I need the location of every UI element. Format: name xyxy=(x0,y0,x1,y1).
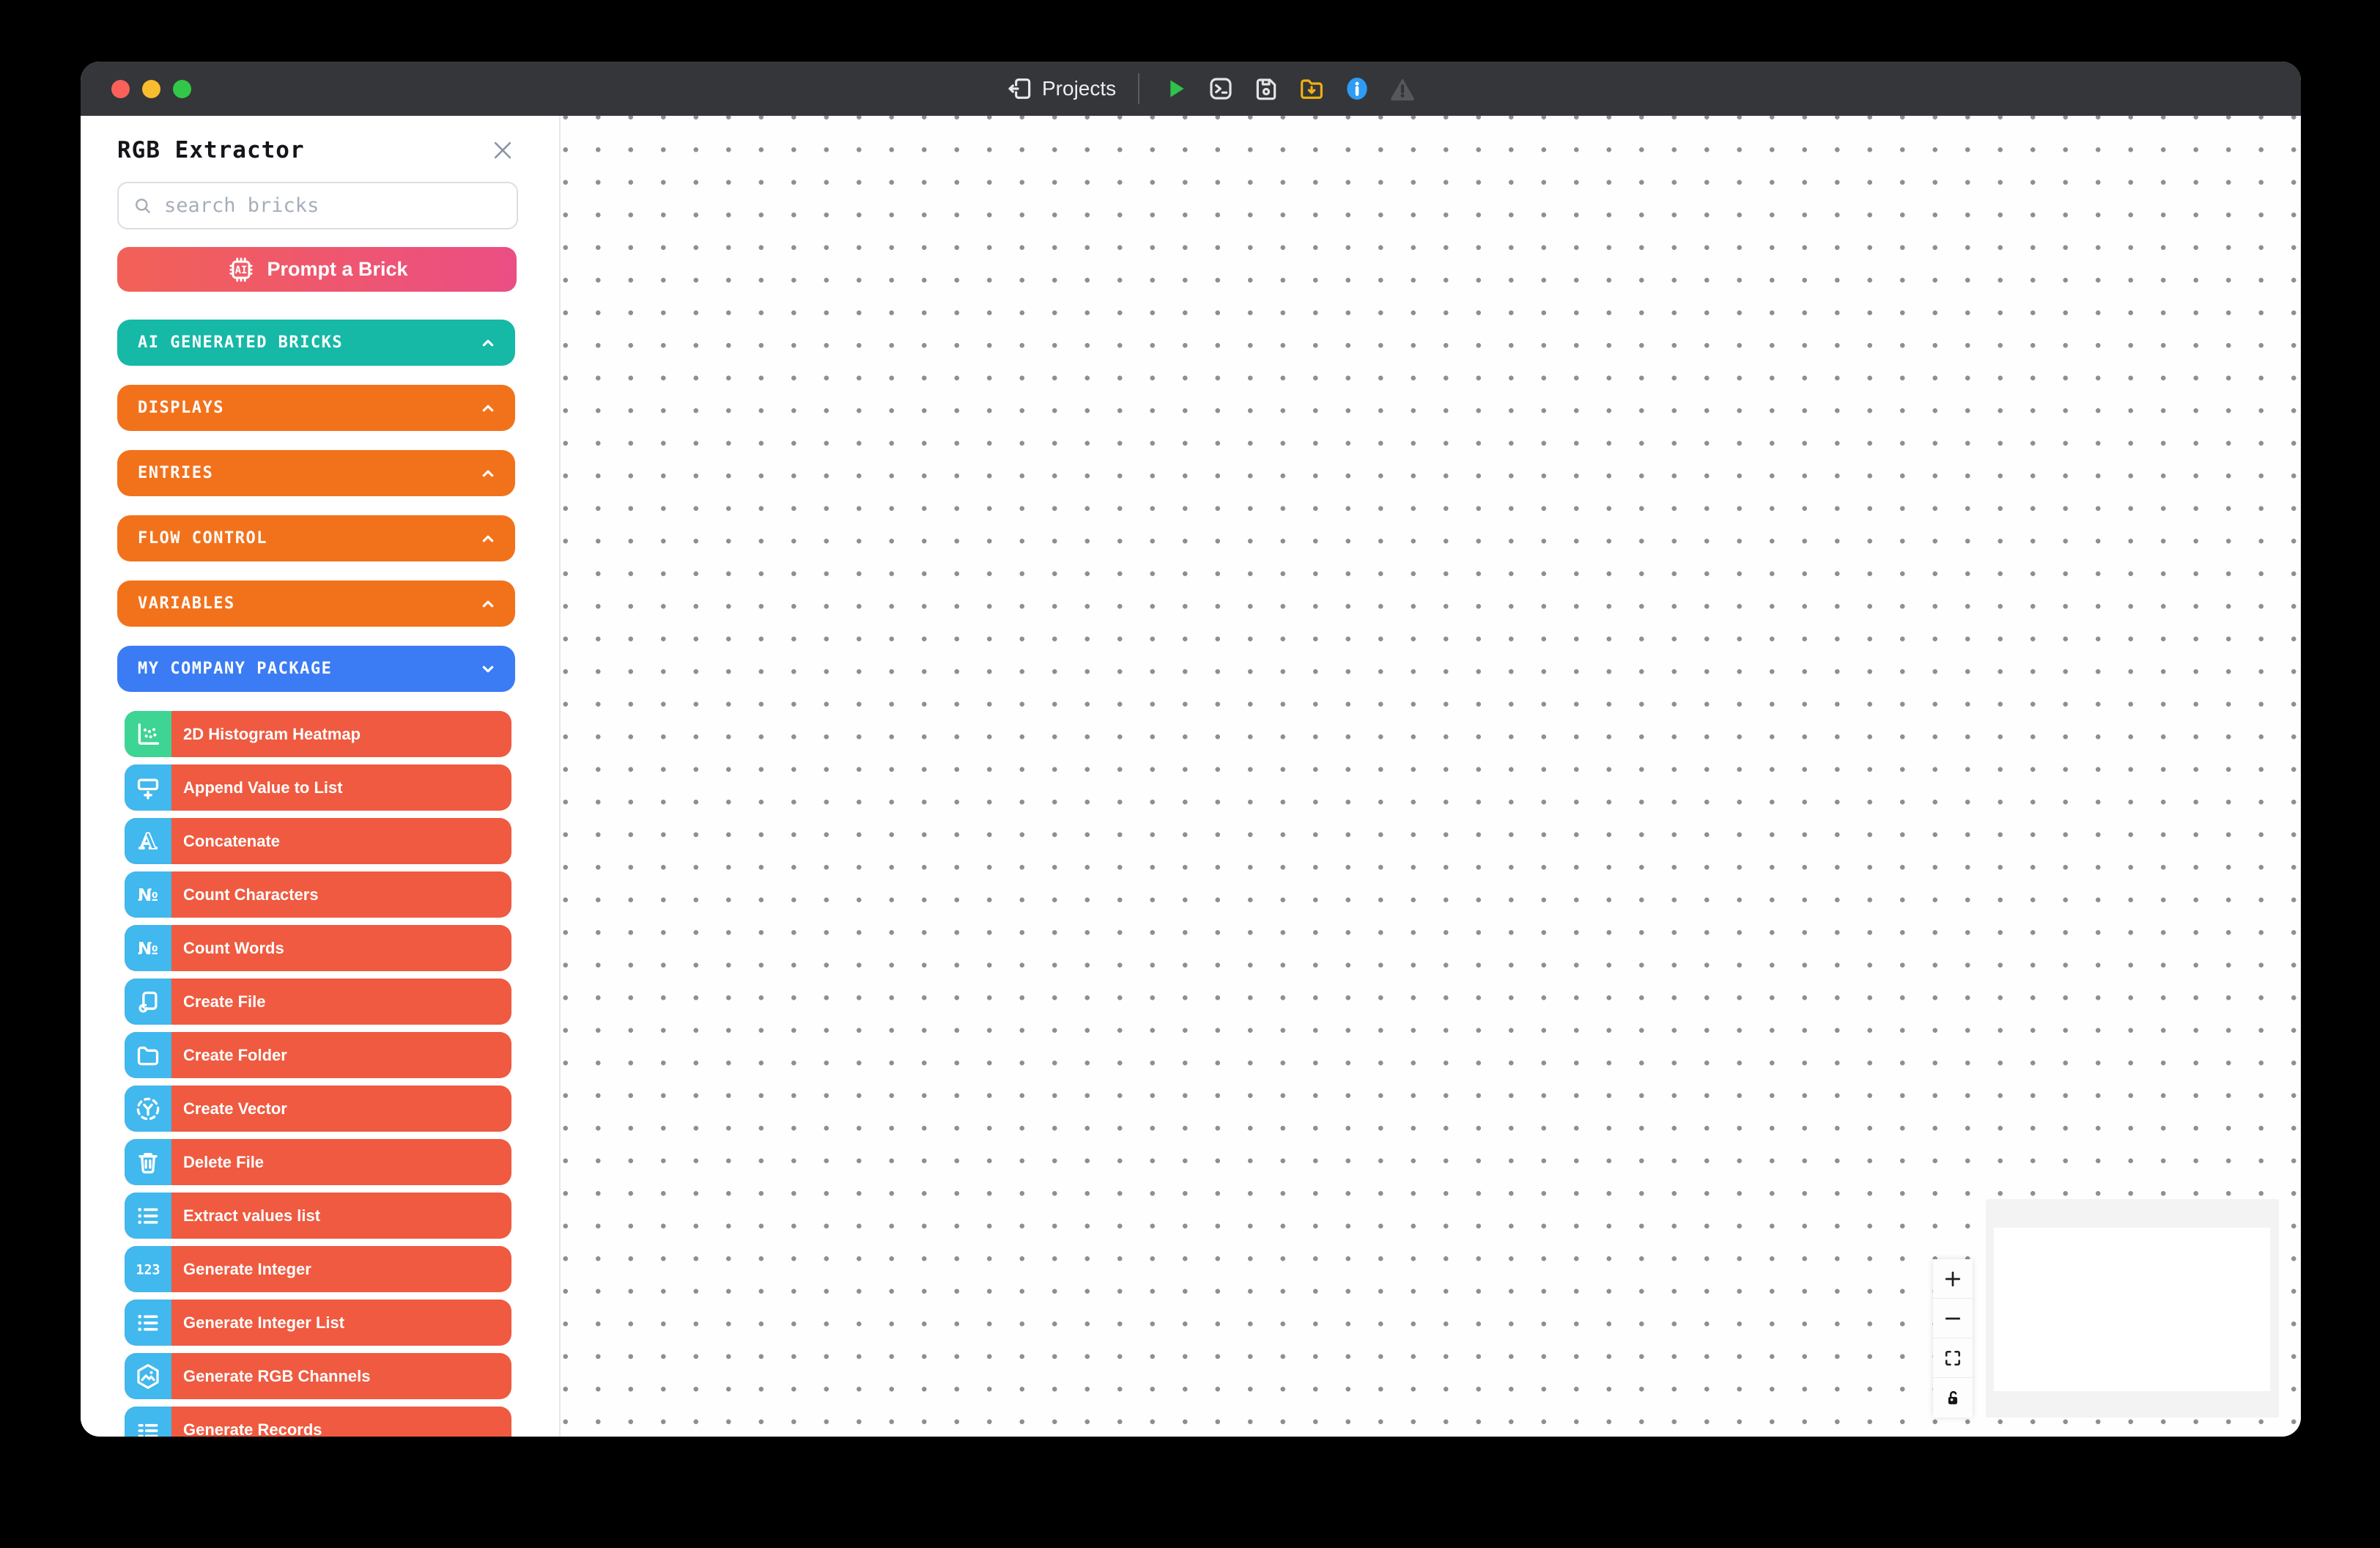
category-ai-generated-bricks[interactable]: AI GENERATED BRICKS xyxy=(117,320,515,366)
minus-icon xyxy=(1945,1317,1961,1319)
plus-icon xyxy=(1945,1271,1961,1286)
projects-button[interactable]: Projects xyxy=(1005,73,1116,104)
run-button[interactable] xyxy=(1160,73,1191,104)
import-bricks-button[interactable] xyxy=(1296,73,1327,104)
toolbar-separator xyxy=(1138,73,1140,104)
folder-download-icon xyxy=(1301,79,1323,99)
info-icon xyxy=(1347,78,1367,100)
unlock-icon xyxy=(1948,1390,1958,1404)
svg-text:№: № xyxy=(138,938,158,959)
brick-delete-file[interactable]: Delete File xyxy=(125,1139,511,1185)
ai-chip-icon: AI xyxy=(229,257,254,281)
sidebar-title: RGB Extractor xyxy=(117,137,305,163)
close-window-button[interactable] xyxy=(111,79,130,98)
brick-generate-integer-list[interactable]: Generate Integer List xyxy=(125,1300,511,1346)
svg-text:AI: AI xyxy=(235,265,248,276)
chevron-down-icon xyxy=(482,666,494,672)
app-body: RGB Extractor AI Prom xyxy=(81,116,2301,1437)
prompt-a-brick-label: Prompt a Brick xyxy=(267,258,408,280)
toolbar: Projects xyxy=(1005,62,1433,116)
canvas-controls xyxy=(1933,1259,1973,1418)
chevron-up-icon xyxy=(482,535,494,542)
category-displays[interactable]: DISPLAYS xyxy=(117,385,515,431)
category-variables[interactable]: VARIABLES xyxy=(117,580,515,627)
terminal-button[interactable] xyxy=(1205,73,1236,104)
play-icon xyxy=(1170,80,1184,97)
chevron-up-icon xyxy=(482,339,494,346)
prompt-a-brick-button[interactable]: AI Prompt a Brick xyxy=(117,247,517,292)
scatter-plot-icon xyxy=(125,711,171,757)
warnings-button[interactable] xyxy=(1387,73,1418,104)
minimap[interactable] xyxy=(1986,1199,2279,1418)
records-list-icon xyxy=(125,1407,171,1437)
brick-library-sidebar: RGB Extractor AI Prom xyxy=(81,116,561,1437)
scroll-document-icon xyxy=(125,978,171,1025)
brick-append-value-to-list[interactable]: Append Value to List xyxy=(125,764,511,811)
app-window: Projects xyxy=(81,62,2301,1437)
letter-a-icon: A xyxy=(125,818,171,864)
category-entries[interactable]: ENTRIES xyxy=(117,450,515,496)
image-hexagon-icon xyxy=(125,1353,171,1399)
minimap-viewport xyxy=(1994,1228,2270,1391)
close-sidebar-button[interactable] xyxy=(490,138,515,163)
svg-text:№: № xyxy=(138,885,158,905)
brick-generate-integer[interactable]: 123 Generate Integer xyxy=(125,1246,511,1292)
append-to-list-icon xyxy=(125,764,171,811)
category-my-company-package[interactable]: MY COMPANY PACKAGE xyxy=(117,646,515,692)
digits-123-icon: 123 xyxy=(125,1246,171,1292)
brick-2d-histogram-heatmap[interactable]: 2D Histogram Heatmap xyxy=(125,711,511,757)
brick-create-folder[interactable]: Create Folder xyxy=(125,1032,511,1078)
vector-circle-icon xyxy=(125,1086,171,1132)
chevron-up-icon xyxy=(482,600,494,607)
titlebar: Projects xyxy=(81,62,2301,116)
zoom-in-button[interactable] xyxy=(1933,1259,1973,1299)
bullet-list-icon xyxy=(125,1193,171,1239)
close-icon xyxy=(494,141,511,159)
chevron-up-icon xyxy=(482,470,494,476)
search-icon xyxy=(136,198,150,213)
warning-icon xyxy=(1391,78,1414,101)
svg-text:A: A xyxy=(138,829,157,855)
chevron-up-icon xyxy=(482,405,494,411)
trash-icon xyxy=(125,1139,171,1185)
numero-icon: № xyxy=(125,871,171,918)
save-icon xyxy=(1256,78,1276,100)
brick-generate-rgb-channels[interactable]: Generate RGB Channels xyxy=(125,1353,511,1399)
brick-concatenate[interactable]: A Concatenate xyxy=(125,818,511,864)
flow-canvas[interactable] xyxy=(561,116,2301,1437)
lock-button[interactable] xyxy=(1933,1378,1973,1418)
brick-list: 2D Histogram Heatmap Append Value to Lis… xyxy=(125,711,559,1437)
brick-count-words[interactable]: № Count Words xyxy=(125,925,511,971)
brick-count-characters[interactable]: № Count Characters xyxy=(125,871,511,918)
brick-generate-records[interactable]: Generate Records xyxy=(125,1407,511,1437)
brick-create-vector[interactable]: Create Vector xyxy=(125,1086,511,1132)
projects-label: Projects xyxy=(1042,77,1117,100)
fit-view-icon xyxy=(1945,1350,1961,1365)
zoom-out-button[interactable] xyxy=(1933,1299,1973,1338)
zoom-window-button[interactable] xyxy=(173,79,191,98)
search-box xyxy=(117,182,518,229)
info-button[interactable] xyxy=(1342,73,1372,104)
brick-extract-values-list[interactable]: Extract values list xyxy=(125,1193,511,1239)
minimize-window-button[interactable] xyxy=(142,79,160,98)
numero-icon: № xyxy=(125,925,171,971)
exit-to-projects-icon xyxy=(1005,73,1036,104)
search-input[interactable] xyxy=(163,194,503,218)
save-button[interactable] xyxy=(1251,73,1282,104)
category-flow-control[interactable]: FLOW CONTROL xyxy=(117,515,515,561)
fit-view-button[interactable] xyxy=(1933,1338,1973,1378)
terminal-icon xyxy=(1210,78,1232,100)
sidebar-header: RGB Extractor xyxy=(117,136,515,165)
traffic-lights xyxy=(111,62,191,116)
folder-icon xyxy=(125,1032,171,1078)
bullet-list-icon xyxy=(125,1300,171,1346)
category-list: AI GENERATED BRICKS DISPLAYS ENTRIES FLO… xyxy=(117,320,559,692)
svg-text:123: 123 xyxy=(136,1262,160,1278)
brick-create-file[interactable]: Create File xyxy=(125,978,511,1025)
